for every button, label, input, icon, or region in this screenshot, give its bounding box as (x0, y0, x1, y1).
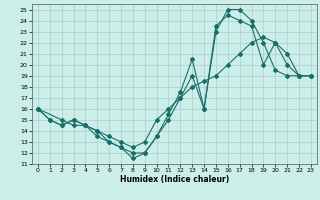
X-axis label: Humidex (Indice chaleur): Humidex (Indice chaleur) (120, 175, 229, 184)
